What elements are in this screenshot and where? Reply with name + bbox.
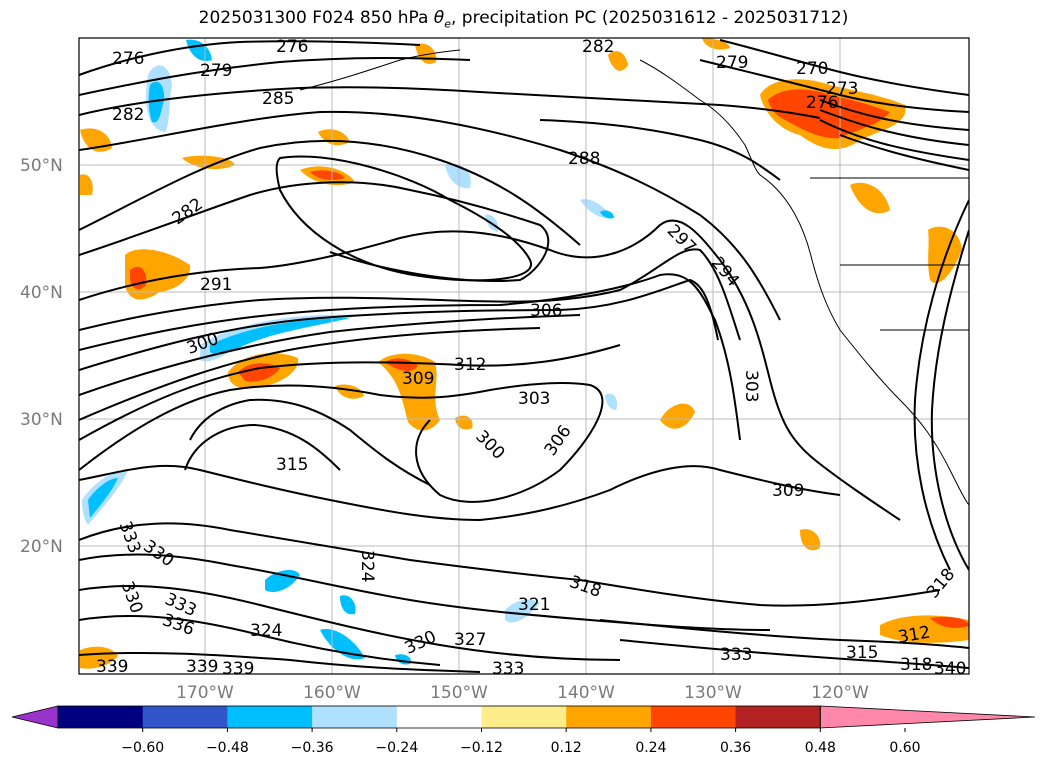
colorbar-segment [227, 706, 313, 728]
colorbar-tick-label: 0.36 [720, 740, 751, 756]
latitude-labels: 50°N 40°N 30°N 20°N [20, 156, 63, 557]
lat-label: 20°N [20, 537, 63, 557]
colorbar-tick-label: 0.60 [889, 740, 920, 756]
contour-label: 339 [186, 657, 218, 677]
colorbar-tick-label: −0.60 [121, 740, 164, 756]
contour-label: 324 [250, 621, 282, 641]
contour-label: 306 [530, 301, 562, 321]
contour-label: 276 [112, 49, 144, 69]
contour-label: 276 [806, 93, 838, 113]
colorbar-tick-label: −0.48 [206, 740, 249, 756]
contour-label: 340 [934, 659, 966, 679]
contour-label: 270 [796, 59, 828, 79]
contour-label: 273 [826, 79, 858, 99]
longitude-labels: 170°W 160°W 150°W 140°W 130°W 120°W [176, 683, 869, 703]
colorbar-outline [57, 705, 821, 729]
contour-label: 291 [200, 275, 232, 295]
contour-label: 312 [454, 355, 486, 375]
colorbar-segment [566, 706, 652, 728]
colorbar-tick-label: 0.12 [551, 740, 582, 756]
contour-label: 327 [454, 630, 486, 650]
map-frame [78, 37, 970, 675]
contour-label: 303 [518, 389, 550, 409]
lat-label: 30°N [20, 410, 63, 430]
title-theta-sub: e [444, 17, 451, 31]
lon-label: 170°W [176, 683, 234, 703]
contour-label: 333 [492, 659, 524, 679]
colorbar-segment [312, 706, 398, 728]
contour-label: 309 [772, 481, 804, 501]
colorbar-tick-label: 0.48 [805, 740, 836, 756]
colorbar-segment [735, 706, 821, 728]
colorbar [11, 705, 1036, 729]
map-title: 2025031300 F024 850 hPa θe, precipitatio… [0, 8, 1047, 30]
colorbar-ticks: −0.60 −0.48 −0.36 −0.24 −0.12 0.12 0.24 0.36 0.4… [121, 728, 921, 756]
contour-label: 339 [96, 657, 128, 677]
colorbar-extend-low [11, 705, 59, 729]
lon-label: 130°W [684, 683, 742, 703]
title-level: 850 hPa [359, 8, 429, 28]
contour-label: 333 [720, 645, 752, 665]
colorbar-segment [58, 706, 144, 728]
graticule [79, 38, 969, 674]
contour-label: 303 [741, 370, 761, 402]
colorbar-segment [142, 706, 228, 728]
contour-label: 315 [846, 643, 878, 663]
contour-label: 282 [112, 105, 144, 125]
title-theta: θ [433, 8, 445, 28]
colorbar-tick-label: −0.36 [291, 740, 334, 756]
title-forecast: F024 [312, 8, 355, 28]
coastline [299, 49, 969, 506]
contour-label: 339 [222, 659, 254, 679]
colorbar-tick-label: −0.12 [460, 740, 503, 756]
contour-label: 318 [900, 655, 932, 675]
precip-negative-areas [82, 39, 618, 665]
contour-label: 279 [716, 53, 748, 73]
colorbar-segment [481, 706, 567, 728]
colorbar-tick-label: −0.24 [375, 740, 418, 756]
colorbar-segment [396, 706, 482, 728]
lon-label: 140°W [557, 683, 615, 703]
colorbar-extend-high [819, 705, 1036, 729]
contour-label: 282 [582, 37, 614, 57]
lat-label: 40°N [20, 283, 63, 303]
title-field: , precipitation PC (2025031612 - 2025031… [450, 8, 849, 28]
contour-label: 321 [518, 595, 550, 615]
lat-label: 50°N [20, 156, 63, 176]
contour-label: 315 [276, 455, 308, 475]
title-run: 2025031300 [198, 8, 307, 28]
contour-label: 309 [402, 369, 434, 389]
lon-label: 160°W [303, 683, 361, 703]
contour-label: 285 [262, 89, 294, 109]
lon-label: 150°W [430, 683, 488, 703]
colorbar-tick-label: 0.24 [635, 740, 666, 756]
precip-positive-areas [80, 38, 969, 669]
contour-label: 324 [357, 550, 377, 582]
colorbar-segment [650, 706, 737, 728]
theta-e-contours [79, 39, 969, 673]
contour-label: 276 [276, 37, 308, 57]
lon-label: 120°W [811, 683, 869, 703]
contour-label: 279 [200, 61, 232, 81]
contour-label: 288 [568, 149, 600, 169]
